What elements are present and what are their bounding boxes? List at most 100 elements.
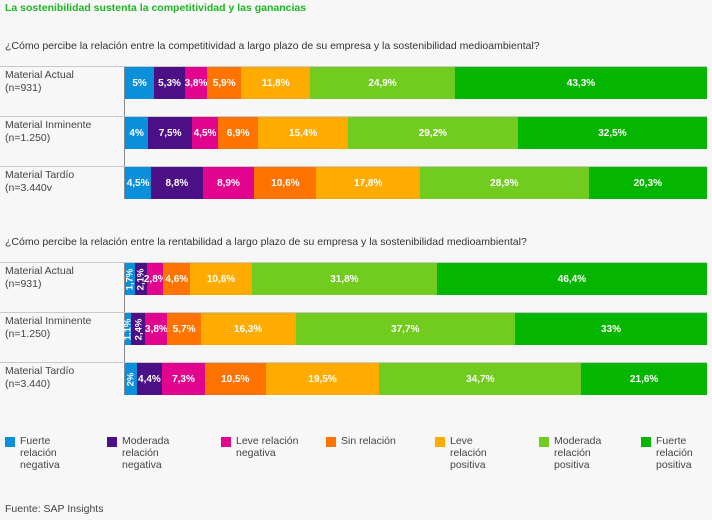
legend-swatch bbox=[5, 437, 15, 447]
data-label: 37,7% bbox=[391, 323, 420, 335]
category-n: (n=931) bbox=[5, 82, 42, 94]
category-name: Material Tardío bbox=[5, 365, 75, 377]
bar-segment: 15,4% bbox=[258, 117, 348, 149]
bar-segment: 3,8% bbox=[145, 313, 168, 345]
bar-segment: 19,5% bbox=[265, 363, 380, 395]
chart-title: La sostenibilidad sustenta la competitiv… bbox=[5, 2, 307, 14]
data-label: 20,3% bbox=[633, 177, 662, 189]
bar-segment: 4% bbox=[125, 117, 149, 149]
bar-segment: 46,4% bbox=[436, 263, 707, 295]
legend-label-line: Fuerte bbox=[20, 435, 51, 447]
legend-label-line: Fuerte bbox=[656, 435, 687, 447]
bar-segment: 16,3% bbox=[200, 313, 296, 345]
legend-item: Moderada relación negativa bbox=[107, 435, 182, 471]
data-label: 6,9% bbox=[226, 127, 250, 139]
category-label: Material Tardío (n=3.440) bbox=[5, 365, 74, 391]
legend-label-line: negativa bbox=[122, 459, 162, 471]
data-label: 4,6% bbox=[165, 273, 189, 285]
chart-1-question: ¿Cómo percibe la relación entre la compe… bbox=[5, 40, 540, 52]
legend-label-line: positiva bbox=[450, 459, 486, 471]
legend-label-line: Leve bbox=[450, 435, 473, 447]
data-label: 21,6% bbox=[629, 373, 659, 385]
legend-label-line: Moderada bbox=[122, 435, 170, 447]
legend-label-line: relación bbox=[122, 447, 159, 459]
bar-segment: 21,6% bbox=[581, 363, 707, 395]
data-label: 33% bbox=[600, 323, 621, 335]
legend-label: Fuerte relación negativa bbox=[20, 435, 80, 471]
legend-label-line: negativa bbox=[236, 447, 276, 459]
category-n: (n=1.250) bbox=[5, 132, 51, 144]
data-label: 24,9% bbox=[368, 77, 397, 89]
chart-2-question: ¿Cómo percibe la relación entre la renta… bbox=[5, 236, 527, 248]
legend-label: Leve relación positiva bbox=[450, 435, 510, 471]
legend-label-line: negativa bbox=[20, 459, 60, 471]
data-label: 43,3% bbox=[566, 77, 596, 89]
bar-segment: 2,4% bbox=[131, 313, 146, 345]
data-label: 4,4% bbox=[138, 373, 161, 385]
category-n: (n=3.440) bbox=[5, 378, 51, 390]
legend-label-line: positiva bbox=[656, 459, 692, 471]
data-label: 5,9% bbox=[212, 77, 236, 89]
data-label: 16,3% bbox=[233, 323, 263, 335]
bar-segment: 5% bbox=[125, 67, 155, 99]
bar-segment: 20,3% bbox=[588, 167, 707, 199]
bar-segment: 7,3% bbox=[162, 363, 205, 395]
legend-swatch bbox=[221, 437, 231, 447]
bar-segment: 31,8% bbox=[251, 263, 437, 295]
bar-segment: 28,9% bbox=[420, 167, 589, 199]
legend-swatch bbox=[641, 437, 651, 447]
data-label: 2,4% bbox=[132, 318, 144, 340]
y-axis-line bbox=[124, 67, 125, 199]
category-name: Material Inminente bbox=[5, 119, 92, 131]
row-separator bbox=[0, 116, 707, 117]
category-label: Material Tardío (n=3.440v bbox=[5, 169, 74, 195]
legend-label: Leve relación negativa bbox=[236, 435, 316, 459]
bar-segment: 29,2% bbox=[347, 117, 518, 149]
bar-segment: 2,1% bbox=[134, 263, 148, 295]
bar-segment: 2,8% bbox=[144, 263, 167, 295]
data-label: 4% bbox=[129, 127, 144, 139]
legend-label: Sin relación bbox=[341, 435, 401, 447]
data-label: 10,6% bbox=[271, 177, 300, 189]
bar-segment: 24,9% bbox=[310, 67, 455, 99]
legend-swatch bbox=[435, 437, 445, 447]
bar-segment: 8,9% bbox=[202, 167, 255, 199]
category-n: (n=1.250) bbox=[5, 328, 51, 340]
legend-label-line: relación bbox=[20, 447, 57, 459]
bar-segment: 1,1% bbox=[123, 313, 134, 345]
bar-segment: 5,7% bbox=[167, 313, 201, 345]
legend-label: Moderada relación positiva bbox=[554, 435, 614, 471]
row-separator bbox=[0, 166, 707, 167]
legend-label-line: positiva bbox=[554, 459, 590, 471]
legend-swatch bbox=[107, 437, 117, 447]
category-label: Material Inminente (n=1.250) bbox=[5, 119, 91, 145]
category-name: Material Actual bbox=[5, 69, 74, 81]
category-name: Material Tardío bbox=[5, 169, 75, 181]
bar-segment: 4,5% bbox=[191, 117, 219, 149]
legend-item: Moderada relación positiva bbox=[539, 435, 614, 471]
legend-label-line: relación bbox=[450, 447, 487, 459]
data-label: 8,9% bbox=[217, 177, 240, 189]
data-label: 2,8% bbox=[143, 273, 167, 285]
legend-label: Fuerte relación positiva bbox=[656, 435, 712, 471]
data-label: 32,5% bbox=[598, 127, 627, 139]
legend-item: Fuerte relación positiva bbox=[641, 435, 712, 471]
data-label: 3,8% bbox=[145, 323, 168, 335]
legend-label-line: Leve relación bbox=[236, 435, 299, 447]
data-label: 28,9% bbox=[490, 177, 519, 189]
legend-swatch bbox=[326, 437, 336, 447]
legend-label-line: Moderada bbox=[554, 435, 602, 447]
bar-segment: 10,5% bbox=[204, 363, 266, 395]
legend-item: Leve relación negativa bbox=[221, 435, 316, 459]
legend-item: Fuerte relación negativa bbox=[5, 435, 80, 471]
bar-segment: 34,7% bbox=[379, 363, 582, 395]
bar-segment: 5,9% bbox=[207, 67, 242, 99]
data-label: 19,5% bbox=[308, 373, 337, 385]
legend-item: Leve relación positiva bbox=[435, 435, 510, 471]
legend-label-line: relación bbox=[656, 447, 693, 459]
bar-segment: 1,7% bbox=[124, 263, 135, 295]
data-label: 29,2% bbox=[418, 127, 448, 139]
data-label: 7,3% bbox=[172, 373, 195, 385]
data-label: 7,5% bbox=[158, 127, 182, 139]
legend-swatch bbox=[539, 437, 549, 447]
